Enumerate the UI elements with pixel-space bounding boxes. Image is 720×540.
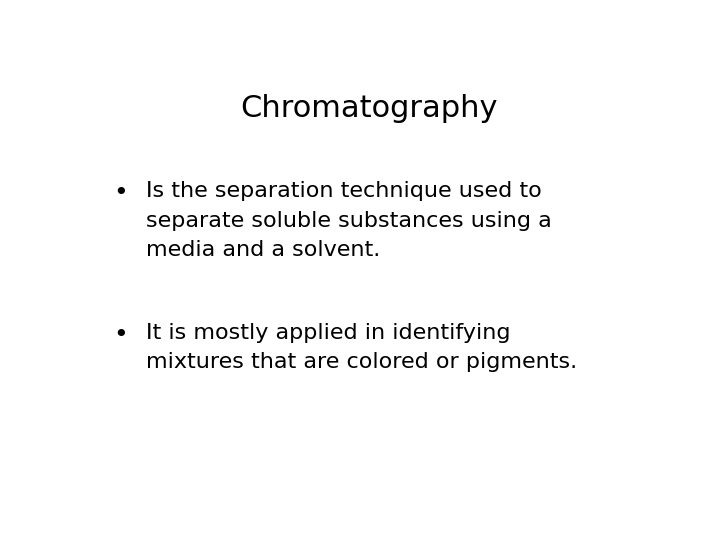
Text: It is mostly applied in identifying
mixtures that are colored or pigments.: It is mostly applied in identifying mixt… — [145, 322, 577, 372]
Text: Chromatography: Chromatography — [240, 94, 498, 123]
Text: •: • — [113, 181, 128, 205]
Text: Is the separation technique used to
separate soluble substances using a
media an: Is the separation technique used to sepa… — [145, 181, 552, 260]
Text: •: • — [113, 322, 128, 347]
